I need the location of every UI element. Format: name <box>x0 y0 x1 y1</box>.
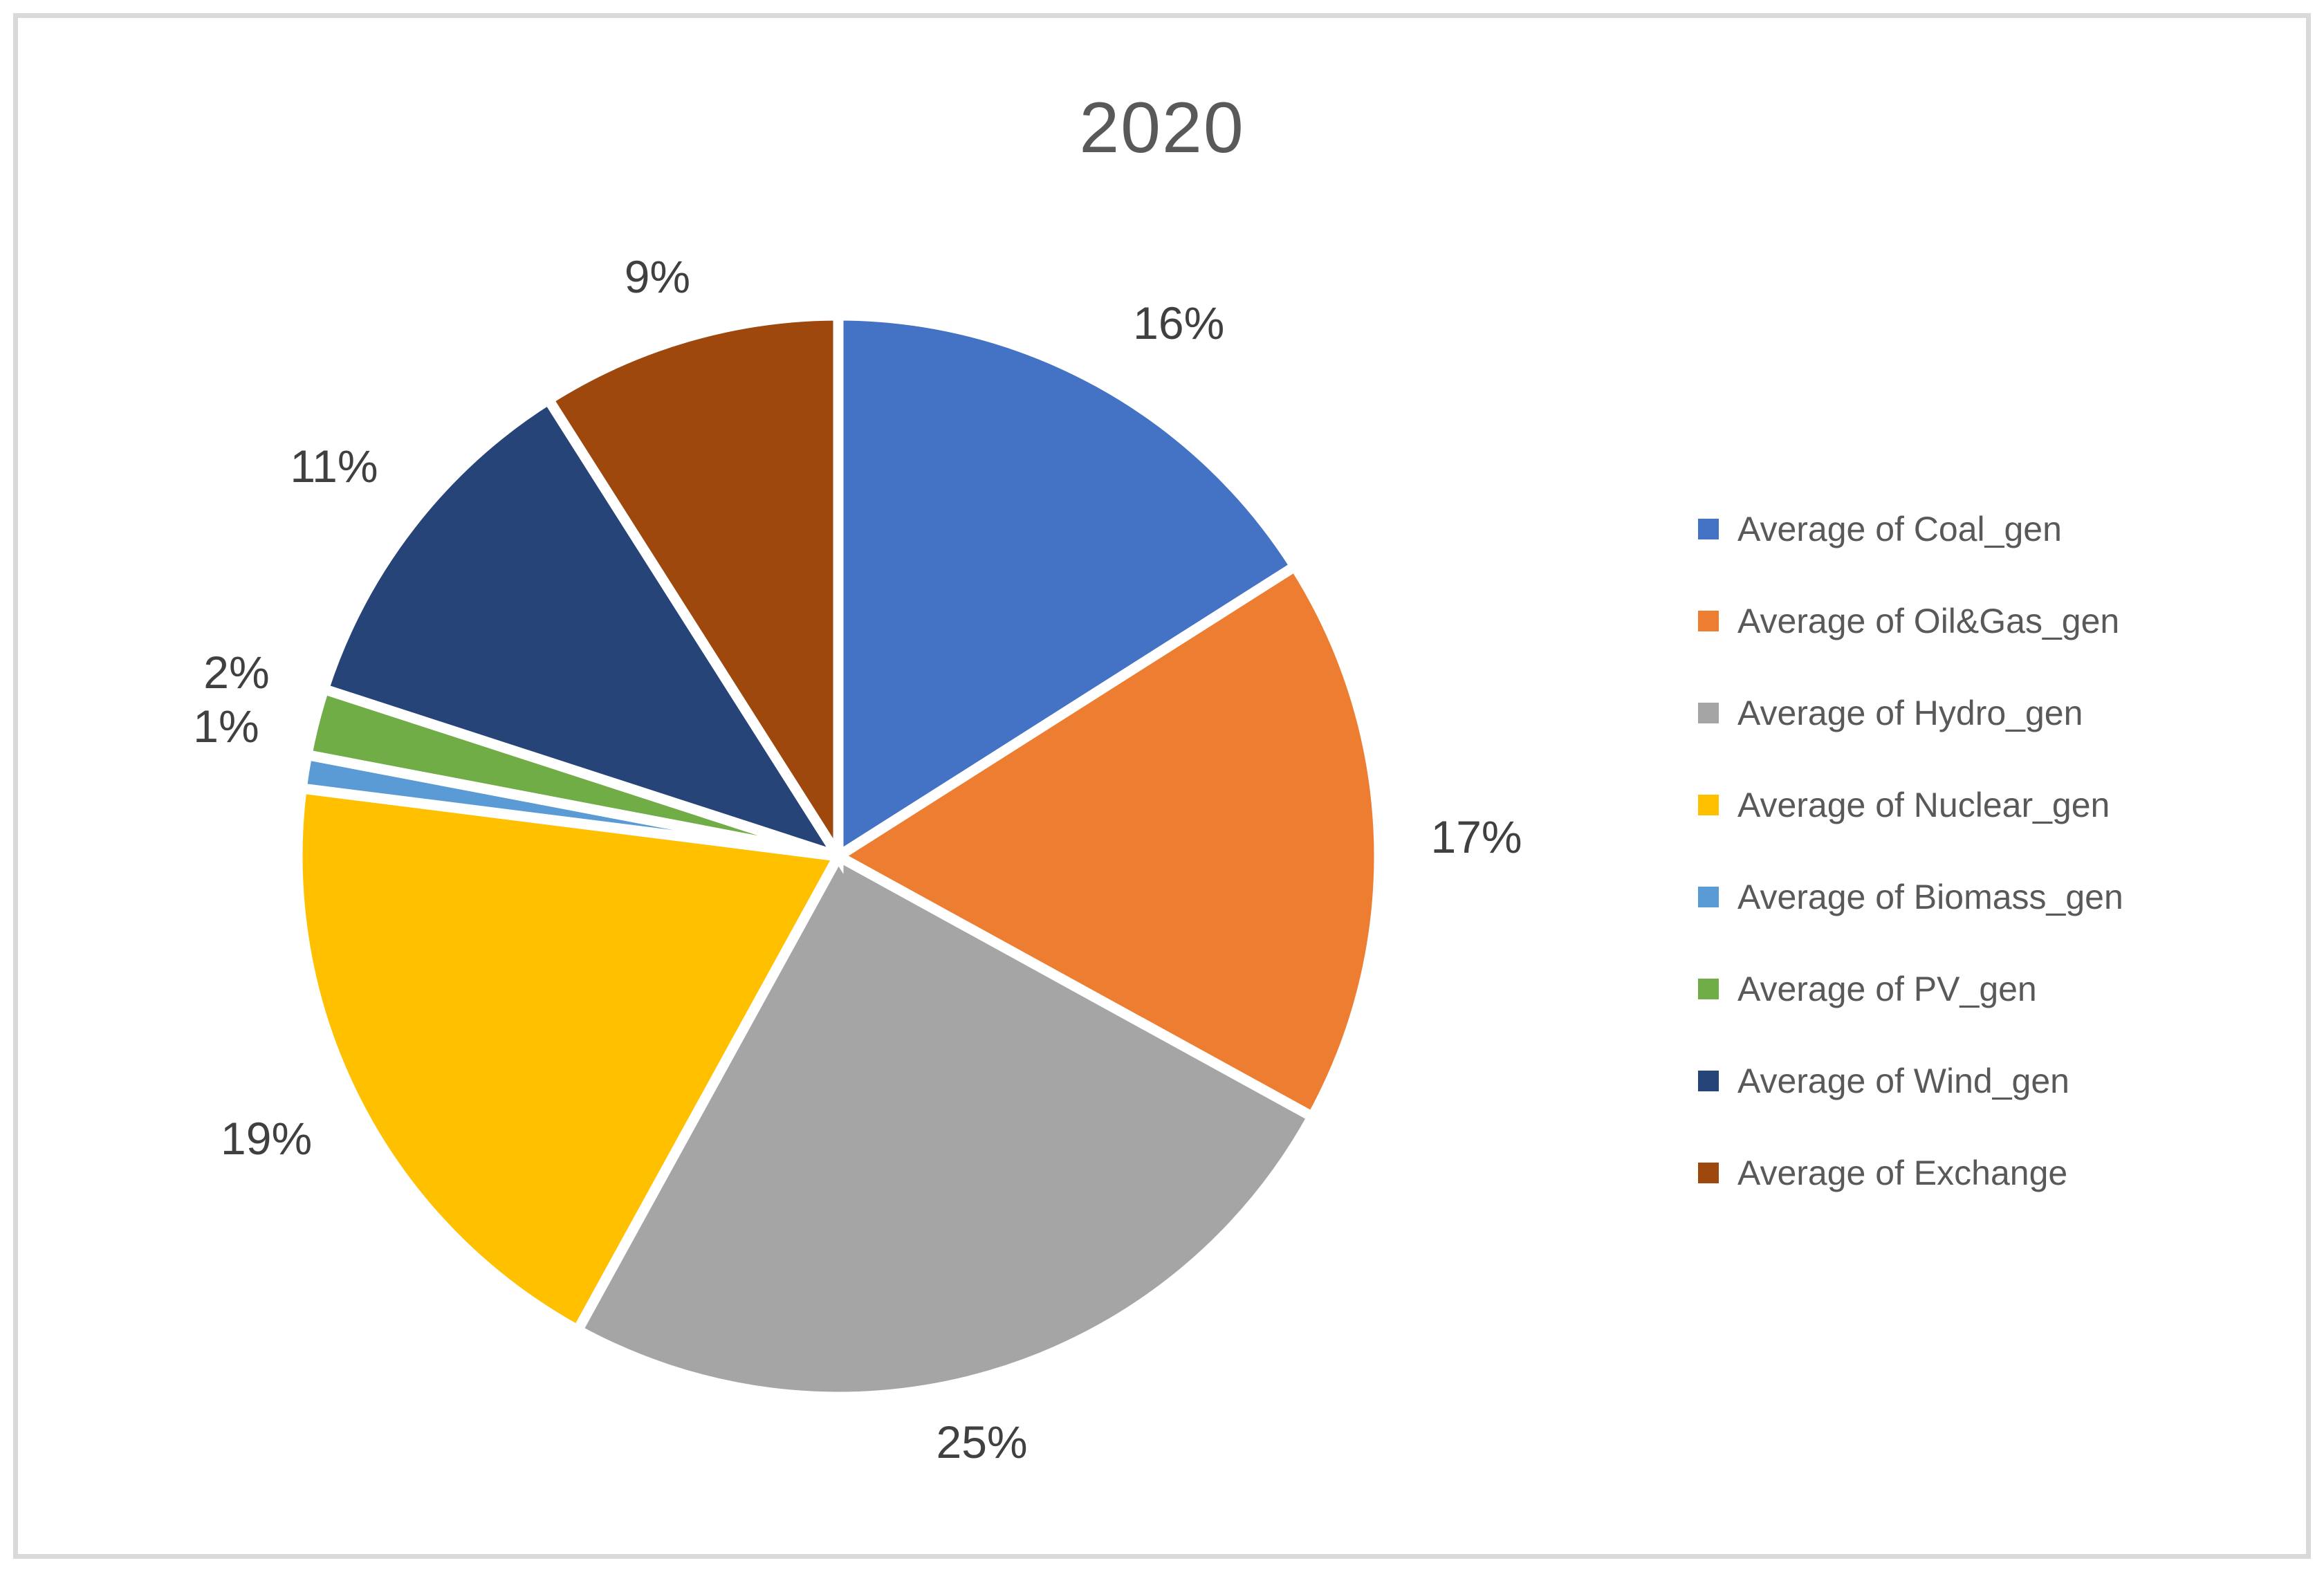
pie-slice-average-of-hydro-gen[interactable] <box>571 849 1320 1403</box>
pie-slice-average-of-oil-gas-gen[interactable] <box>828 559 1385 1124</box>
legend-item-average-of-coal-gen[interactable]: Average of Coal_gen <box>1698 501 2062 557</box>
legend-marker-icon <box>1698 703 1719 723</box>
legend-marker-icon <box>1698 887 1719 907</box>
legend-marker-icon <box>1698 1163 1719 1183</box>
legend-item-average-of-wind-gen[interactable]: Average of Wind_gen <box>1698 1053 2069 1109</box>
legend-item-average-of-biomass-gen[interactable]: Average of Biomass_gen <box>1698 869 2123 925</box>
legend-marker-icon <box>1698 519 1719 539</box>
legend-item-average-of-exchange[interactable]: Average of Exchange <box>1698 1145 2067 1201</box>
pie-slice-average-of-wind-gen[interactable] <box>317 392 851 866</box>
legend-item-average-of-oil-gas-gen[interactable]: Average of Oil&Gas_gen <box>1698 593 2119 649</box>
legend-item-label: Average of Exchange <box>1737 1154 2068 1192</box>
pie-slice-average-of-exchange[interactable] <box>541 310 844 874</box>
legend-item-label: Average of Wind_gen <box>1737 1062 2069 1100</box>
legend-item-label: Average of Biomass_gen <box>1737 878 2123 916</box>
legend-item-label: Average of Coal_gen <box>1737 510 2062 548</box>
legend-item-label: Average of Oil&Gas_gen <box>1737 602 2120 640</box>
legend-marker-icon <box>1698 1071 1719 1091</box>
legend-item-average-of-pv-gen[interactable]: Average of PV_gen <box>1698 961 2037 1017</box>
legend-marker-icon <box>1698 611 1719 631</box>
pie-slice-average-of-coal-gen[interactable] <box>833 310 1302 866</box>
legend: Average of Coal_gen Average of Oil&Gas_ge… <box>1698 0 2307 1572</box>
legend-item-average-of-hydro-gen[interactable]: Average of Hydro_gen <box>1698 685 2083 741</box>
pie-slice-average-of-nuclear-gen[interactable] <box>292 782 847 1338</box>
legend-item-label: Average of Hydro_gen <box>1737 694 2083 732</box>
legend-marker-icon <box>1698 979 1719 999</box>
legend-item-label: Average of Nuclear_gen <box>1737 786 2110 824</box>
legend-marker-icon <box>1698 795 1719 815</box>
legend-item-label: Average of PV_gen <box>1737 970 2037 1008</box>
chart-title: 2020 <box>1079 88 1245 168</box>
legend-item-average-of-nuclear-gen[interactable]: Average of Nuclear_gen <box>1698 777 2110 833</box>
